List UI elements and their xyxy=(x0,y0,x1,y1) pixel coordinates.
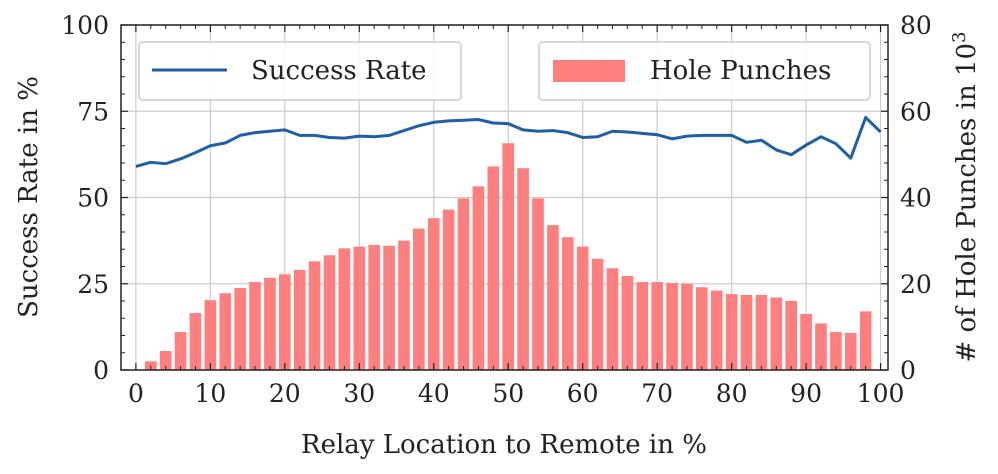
bar xyxy=(457,198,470,370)
bar xyxy=(800,313,812,370)
y-right-tick-label: 20 xyxy=(900,270,932,299)
bar xyxy=(844,332,857,370)
legend-bars-box xyxy=(538,41,871,101)
x-tick-label: 100 xyxy=(857,379,905,408)
y-left-tick-label: 25 xyxy=(77,270,109,299)
legend-line-box xyxy=(138,41,462,101)
y-axis-label-left: Success Rate in % xyxy=(14,76,44,318)
bar xyxy=(219,293,232,370)
bar xyxy=(815,323,827,370)
bar xyxy=(770,297,783,370)
bar xyxy=(442,209,455,370)
bar xyxy=(859,311,872,370)
x-tick-label: 70 xyxy=(641,379,673,408)
legend-line-label: Success Rate xyxy=(251,56,427,86)
y-left-tick-label: 50 xyxy=(77,184,109,213)
bar xyxy=(249,282,261,370)
x-tick-label: 30 xyxy=(343,379,375,408)
bar-series xyxy=(144,143,872,370)
bar xyxy=(830,332,842,370)
legend-bar-swatch xyxy=(553,60,625,82)
bar xyxy=(621,275,634,370)
bar xyxy=(234,288,246,370)
y-left-tick-label: 75 xyxy=(77,97,109,126)
bar xyxy=(353,246,366,370)
bar xyxy=(487,166,500,370)
ticks: 0 10 20 30 40 50 60 70 80 90 100025507510002040608… xyxy=(61,11,932,408)
x-axis-label: Relay Location to Remote in % xyxy=(301,430,707,460)
bar xyxy=(338,248,351,370)
x-tick-label: 0 xyxy=(128,379,144,408)
x-tick-label: 50 xyxy=(492,379,524,408)
x-tick-label: 20 xyxy=(269,379,301,408)
bar xyxy=(427,218,440,370)
x-tick-label: 10 xyxy=(194,379,226,408)
bar xyxy=(413,228,425,370)
y-right-tick-label: 40 xyxy=(900,184,932,213)
legend-bars-label: Hole Punches xyxy=(650,56,831,86)
success-rate-line xyxy=(135,115,882,168)
bar xyxy=(383,245,395,370)
bar xyxy=(398,240,410,370)
y-right-tick-label: 0 xyxy=(900,356,916,385)
bar xyxy=(502,143,515,370)
bar xyxy=(681,283,693,370)
bar xyxy=(264,277,276,370)
x-tick-label: 80 xyxy=(716,379,748,408)
y-left-tick-label: 100 xyxy=(61,11,109,40)
x-tick-label: 60 xyxy=(567,379,599,408)
bar xyxy=(144,361,157,370)
bar xyxy=(293,269,306,370)
bar xyxy=(174,332,187,370)
bar xyxy=(740,294,753,370)
bar xyxy=(755,294,768,370)
bar xyxy=(666,282,678,370)
bar xyxy=(725,294,738,370)
bar xyxy=(561,237,574,370)
y-left-tick-label: 0 xyxy=(93,356,109,385)
x-tick-label: 90 xyxy=(790,379,822,408)
bar xyxy=(159,351,172,370)
y-axis-label-right-main: # of Hole Punches in 10 xyxy=(952,43,982,363)
y-axis-label-right: # of Hole Punches in 103 xyxy=(949,31,982,362)
bar xyxy=(204,300,217,370)
bar xyxy=(308,261,321,370)
line-series xyxy=(135,115,882,168)
bar xyxy=(547,225,559,370)
bar xyxy=(472,186,485,370)
bar xyxy=(189,313,202,370)
bar xyxy=(517,168,529,370)
bar xyxy=(710,290,723,370)
bar xyxy=(279,274,291,370)
bar xyxy=(591,258,604,370)
x-tick-label: 40 xyxy=(418,379,450,408)
bar xyxy=(785,301,798,370)
bar xyxy=(576,246,589,370)
legend-line: Success Rate xyxy=(138,41,462,101)
bar xyxy=(368,244,380,370)
y-right-tick-label: 60 xyxy=(900,97,932,126)
legend-bars: Hole Punches xyxy=(538,41,871,101)
y-right-tick-label: 80 xyxy=(900,11,932,40)
bar xyxy=(323,255,336,370)
y-axis-label-right-exponent: 3 xyxy=(949,31,970,42)
bar xyxy=(696,287,708,370)
bar xyxy=(636,282,649,370)
bar xyxy=(606,268,619,370)
bar xyxy=(651,282,663,370)
bar xyxy=(532,198,544,370)
